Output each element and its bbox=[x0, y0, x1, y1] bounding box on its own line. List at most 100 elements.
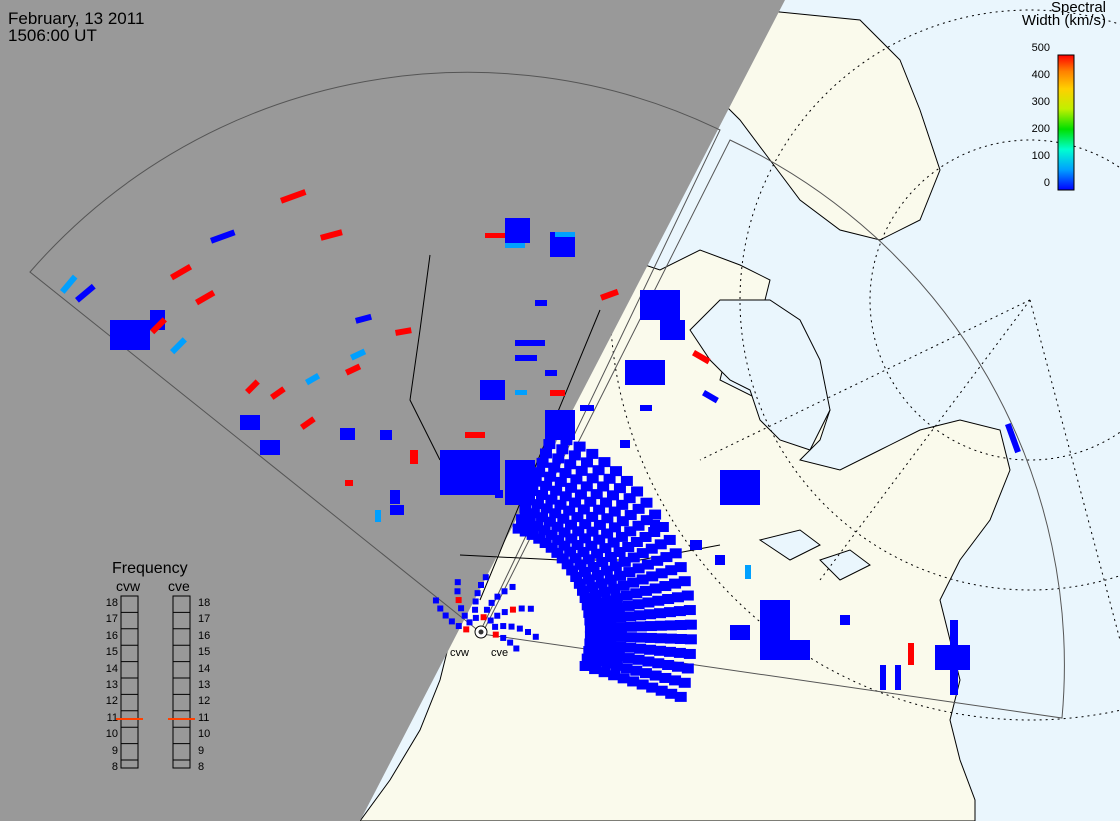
scatter-cell bbox=[614, 631, 627, 642]
scatter-cell bbox=[539, 448, 552, 459]
scatter-cell bbox=[584, 630, 597, 641]
scatter-cell bbox=[210, 229, 236, 244]
scatter-cell bbox=[627, 676, 640, 687]
scatter-cell bbox=[636, 679, 649, 690]
scatter-cell bbox=[644, 609, 657, 620]
scatter-cell bbox=[659, 672, 672, 683]
scatter-cell bbox=[240, 415, 260, 430]
scatter-cell bbox=[558, 527, 571, 538]
scatter-cell bbox=[549, 508, 562, 519]
scatter-cell bbox=[622, 600, 635, 611]
scatter-cell bbox=[561, 559, 574, 570]
scatter-cell bbox=[551, 521, 564, 532]
scatter-cell bbox=[500, 634, 507, 641]
scatter-cell bbox=[623, 567, 636, 578]
scatter-cell bbox=[552, 535, 565, 546]
scatter-cell bbox=[465, 432, 485, 438]
scatter-cell bbox=[529, 476, 542, 487]
scatter-cell bbox=[593, 647, 606, 658]
scatter-cell bbox=[730, 625, 750, 640]
scatter-cell bbox=[458, 605, 465, 612]
scatter-cell bbox=[669, 548, 682, 559]
scatter-cell bbox=[59, 274, 78, 294]
scatter-cell bbox=[548, 462, 561, 473]
scatter-cell bbox=[540, 480, 553, 491]
frequency-radar-cve: cve bbox=[168, 578, 190, 594]
scatter-cell bbox=[654, 608, 667, 619]
scatter-cell bbox=[563, 505, 576, 516]
colorbar-title-line1: Spectral bbox=[1050, 0, 1106, 16]
scatter-cell bbox=[631, 486, 644, 497]
scatter-cell bbox=[533, 467, 546, 478]
scatter-cell bbox=[568, 450, 581, 461]
scatter-cell bbox=[639, 668, 652, 679]
scatter-cell bbox=[674, 633, 687, 644]
scatter-cell bbox=[634, 643, 647, 654]
scatter-cell bbox=[664, 620, 677, 631]
scatter-cell bbox=[674, 562, 687, 573]
scatter-cell bbox=[501, 609, 508, 616]
time-label: 1506:00 UT bbox=[8, 26, 97, 45]
scatter-cell bbox=[586, 511, 599, 522]
scatter-cell bbox=[640, 405, 652, 411]
colorbar-gradient bbox=[1057, 54, 1075, 191]
scatter-cell bbox=[720, 470, 760, 505]
scatter-cell bbox=[671, 661, 684, 672]
scatter-cell bbox=[594, 614, 607, 625]
fields-of-view bbox=[29, 71, 1065, 719]
frequency-scale-label: 15 bbox=[105, 646, 118, 659]
scatter-cell bbox=[583, 646, 596, 657]
scatter-cell bbox=[586, 473, 599, 484]
scatter-cell bbox=[569, 553, 582, 564]
scatter-cell bbox=[432, 597, 439, 604]
scatter-cell bbox=[556, 553, 569, 564]
scatter-cell bbox=[557, 513, 570, 524]
scatter-cell bbox=[454, 588, 461, 595]
frequency-scale-label: 14 bbox=[198, 662, 211, 675]
colorbar-tick: 100 bbox=[1031, 150, 1050, 162]
scatter-cell bbox=[577, 504, 590, 515]
scatter-cell bbox=[601, 513, 614, 524]
scatter-cell bbox=[659, 581, 672, 592]
site-label-cve: cve bbox=[491, 647, 509, 659]
scatter-cell bbox=[604, 640, 617, 651]
scatter-cell bbox=[505, 243, 525, 248]
scatter-cell bbox=[583, 607, 596, 618]
scatter-cell bbox=[663, 534, 676, 545]
scatter-cell bbox=[608, 506, 621, 517]
scatter-cell bbox=[577, 546, 590, 557]
scatter-cell bbox=[472, 606, 479, 613]
scatter-cell bbox=[642, 597, 655, 608]
scatter-cell bbox=[593, 606, 606, 617]
graticule bbox=[609, 0, 1120, 721]
scatter-cell bbox=[654, 645, 667, 656]
scatter-cell bbox=[480, 380, 505, 400]
scatter-cell bbox=[895, 665, 901, 690]
frequency-scale-label: 10 bbox=[198, 728, 211, 741]
frequency-scale-label: 17 bbox=[105, 613, 118, 626]
scatter-cell bbox=[455, 597, 462, 604]
scatter-cell bbox=[509, 583, 516, 590]
scatter-cell bbox=[644, 621, 657, 632]
scatter-cell bbox=[526, 529, 539, 540]
scatter-cell bbox=[610, 660, 623, 671]
scatter-cell bbox=[455, 623, 462, 630]
scatter-cells bbox=[59, 189, 1021, 702]
scatter-cell bbox=[673, 647, 686, 658]
scatter-cell bbox=[580, 405, 594, 411]
scatter-cell bbox=[656, 522, 669, 532]
scatter-cell bbox=[632, 503, 645, 514]
scatter-cell bbox=[564, 546, 577, 557]
hudson-bay bbox=[689, 299, 831, 451]
scatter-cell bbox=[584, 638, 597, 649]
scatter-cell bbox=[640, 515, 653, 526]
scatter-cell bbox=[410, 450, 418, 464]
scatter-cell bbox=[600, 497, 613, 508]
scatter-cell bbox=[649, 670, 662, 681]
scatter-cell bbox=[596, 557, 609, 567]
frequency-ladders bbox=[116, 595, 195, 769]
scatter-cell bbox=[692, 350, 711, 365]
scatter-cell bbox=[639, 532, 652, 542]
scatter-cell bbox=[608, 583, 621, 594]
scatter-cell bbox=[715, 555, 725, 565]
